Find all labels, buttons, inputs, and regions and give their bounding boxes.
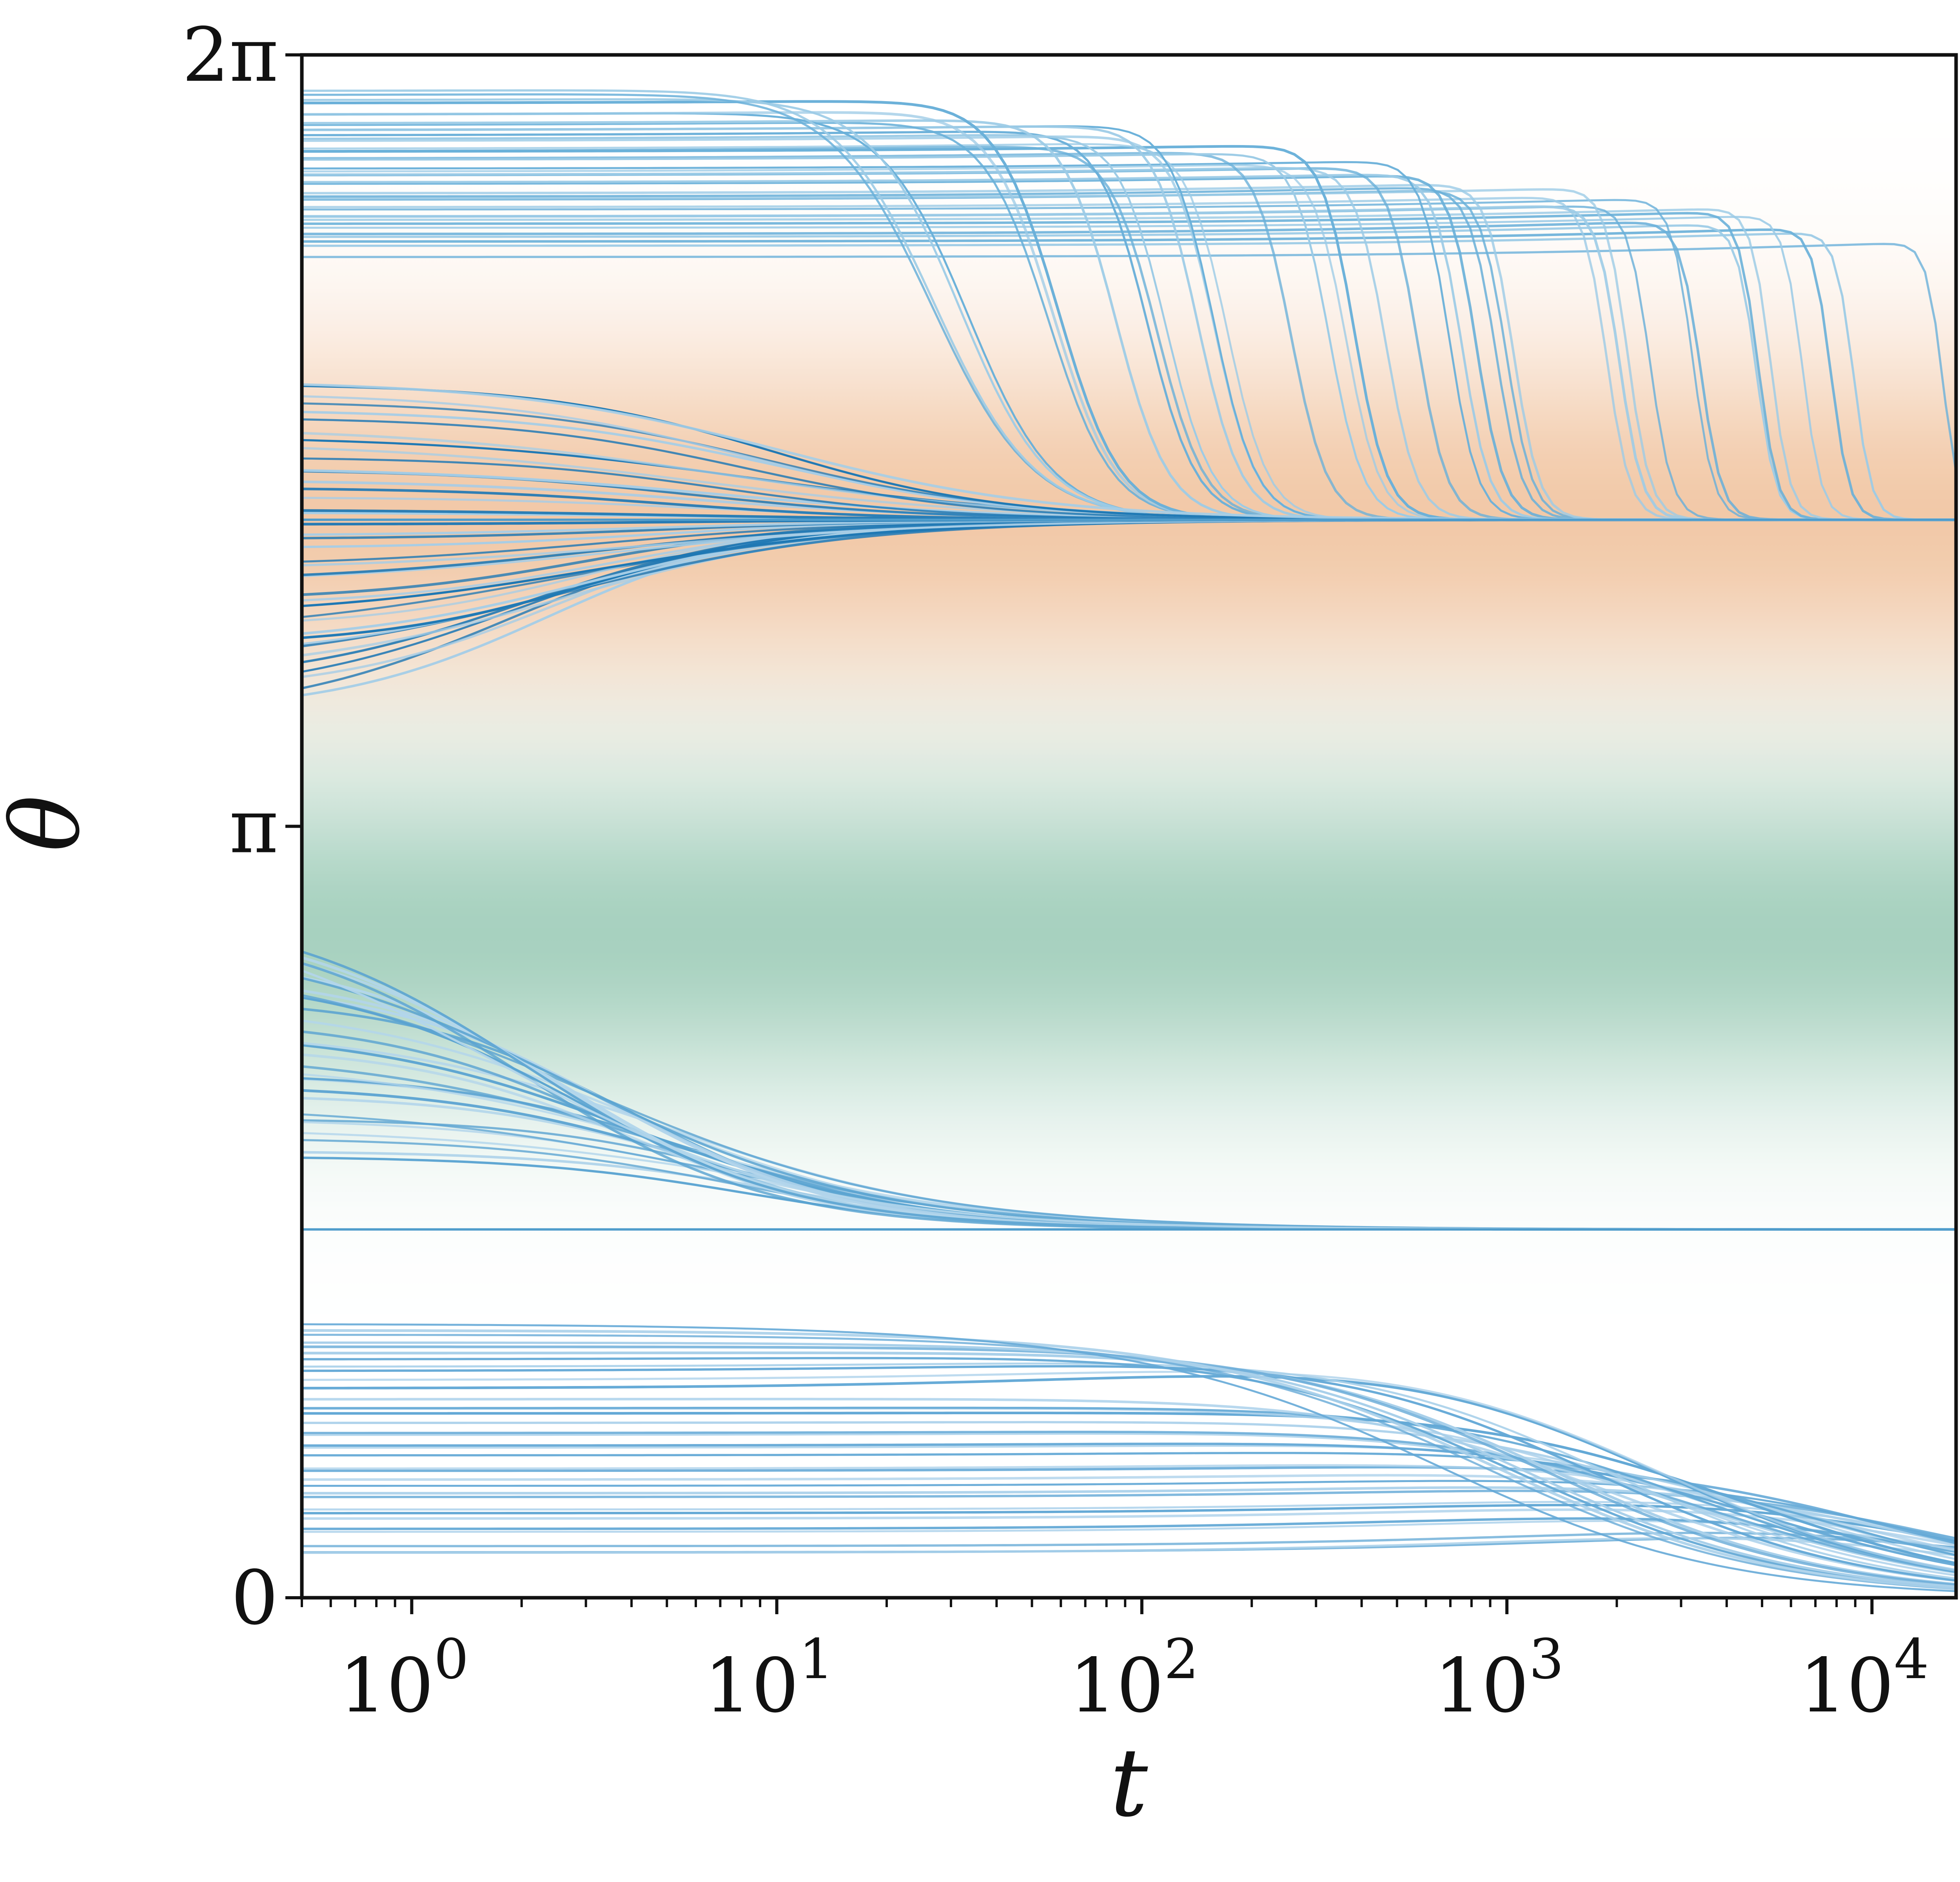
trajectory-line xyxy=(302,216,1956,521)
trajectory-line xyxy=(302,199,1956,521)
y-tick-label: π xyxy=(229,783,278,870)
trajectory-line xyxy=(302,1375,1956,1573)
trajectory-line xyxy=(302,1329,1956,1590)
trajectory-line xyxy=(302,188,1956,521)
trajectory-line xyxy=(302,1464,1956,1556)
x-axis-label: t xyxy=(1110,1728,1148,1838)
trajectory-line xyxy=(302,1406,1956,1572)
trajectory-line xyxy=(302,1365,1956,1582)
trajectory-line xyxy=(302,1520,1956,1550)
trajectory-line xyxy=(302,1444,1956,1560)
x-tick-label: 104 xyxy=(1799,1628,1929,1729)
axes: 100 101 102 103 104 0 π 2π xyxy=(182,12,1958,1729)
trajectory-line xyxy=(302,1371,1956,1572)
trajectory-line xyxy=(302,1333,1956,1590)
trajectory-line xyxy=(302,208,1956,521)
trajectory-line xyxy=(302,212,1956,521)
x-tick-label: 101 xyxy=(704,1628,834,1729)
trajectory-line xyxy=(302,228,1956,521)
x-tick-label: 103 xyxy=(1434,1628,1564,1729)
x-tick-label: 100 xyxy=(339,1628,469,1729)
trajectory-line xyxy=(302,1351,1956,1586)
x-axis-ticks: 100 101 102 103 104 xyxy=(301,1598,1929,1729)
trajectory-line xyxy=(302,1517,1956,1553)
trajectory-line xyxy=(302,1508,1956,1547)
y-axis-label: θ xyxy=(0,795,101,852)
y-tick-label: 0 xyxy=(231,1555,278,1641)
x-tick-label: 102 xyxy=(1069,1628,1199,1729)
trajectory-line xyxy=(302,1431,1956,1573)
trajectory-line xyxy=(302,1504,1956,1543)
trajectory-line xyxy=(302,1531,1956,1550)
trajectory-line xyxy=(302,1323,1956,1592)
trajectory-line xyxy=(302,1357,1956,1589)
y-axis-ticks: 0 π 2π xyxy=(182,12,302,1641)
plot-background xyxy=(302,55,1956,1598)
y-tick-label: 2π xyxy=(182,12,278,98)
trajectory-line xyxy=(302,233,1956,521)
trajectory-series xyxy=(302,89,1956,1592)
trajectory-line xyxy=(302,1398,1956,1582)
